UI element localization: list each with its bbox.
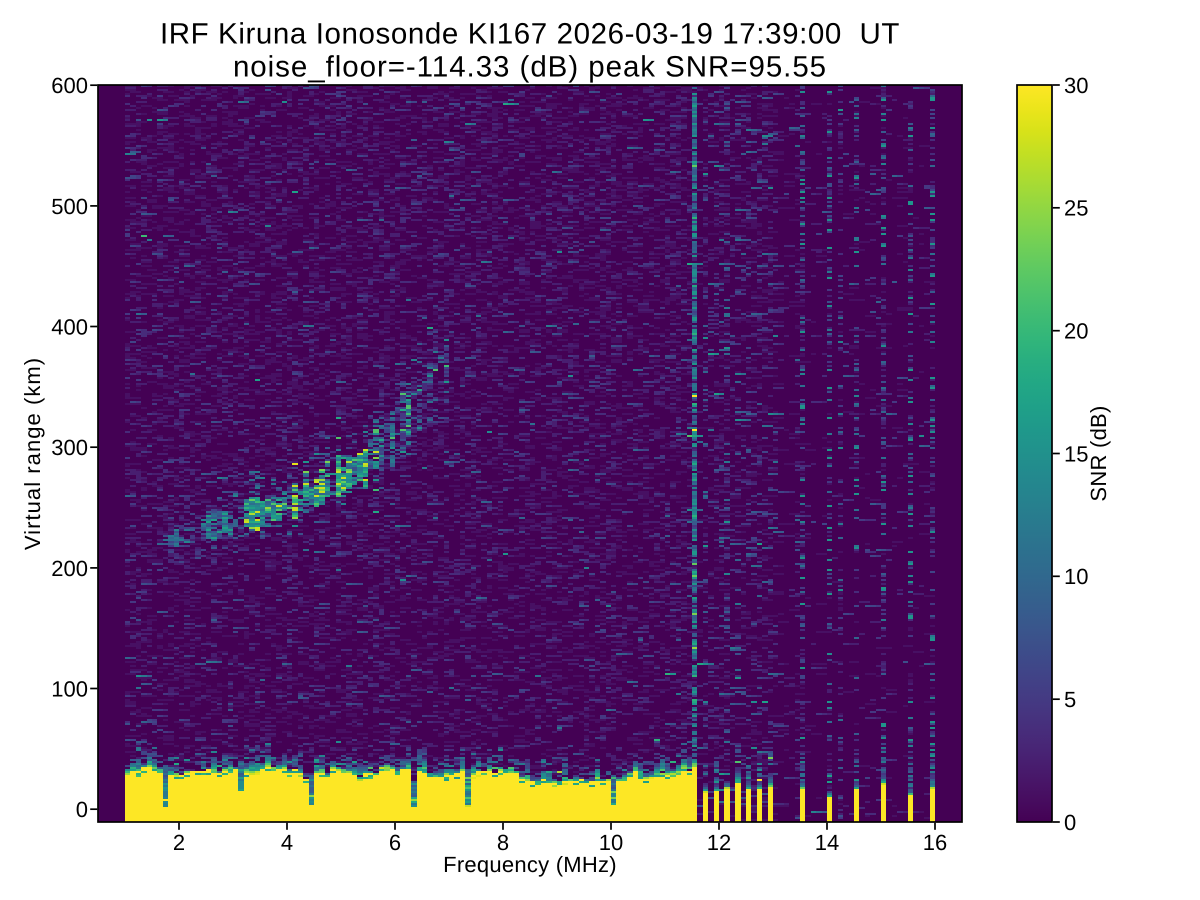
svg-text:SNR (dB): SNR (dB): [1086, 405, 1111, 501]
svg-text:10: 10: [599, 830, 623, 855]
svg-text:0: 0: [1064, 810, 1076, 835]
svg-text:14: 14: [815, 830, 839, 855]
svg-text:100: 100: [51, 676, 88, 701]
svg-text:600: 600: [51, 73, 88, 98]
svg-text:IRF Kiruna Ionosonde KI167 202: IRF Kiruna Ionosonde KI167 2026-03-19 17…: [160, 18, 900, 51]
svg-text:20: 20: [1064, 319, 1088, 344]
svg-text:16: 16: [923, 830, 947, 855]
svg-text:6: 6: [389, 830, 401, 855]
svg-text:500: 500: [51, 194, 88, 219]
svg-text:0: 0: [76, 797, 88, 822]
svg-text:noise_floor=-114.33 (dB) peak: noise_floor=-114.33 (dB) peak SNR=95.55: [233, 51, 827, 84]
svg-text:12: 12: [707, 830, 731, 855]
svg-text:15: 15: [1064, 441, 1088, 466]
svg-text:2: 2: [173, 830, 185, 855]
svg-text:300: 300: [51, 435, 88, 460]
svg-text:30: 30: [1064, 73, 1088, 98]
svg-text:10: 10: [1064, 564, 1088, 589]
svg-text:25: 25: [1064, 196, 1088, 221]
svg-text:5: 5: [1064, 687, 1076, 712]
svg-text:Frequency (MHz): Frequency (MHz): [443, 852, 617, 877]
svg-text:400: 400: [51, 314, 88, 339]
svg-text:Virtual range (km): Virtual range (km): [20, 357, 45, 550]
svg-text:4: 4: [281, 830, 293, 855]
svg-text:8: 8: [497, 830, 509, 855]
svg-text:200: 200: [51, 556, 88, 581]
